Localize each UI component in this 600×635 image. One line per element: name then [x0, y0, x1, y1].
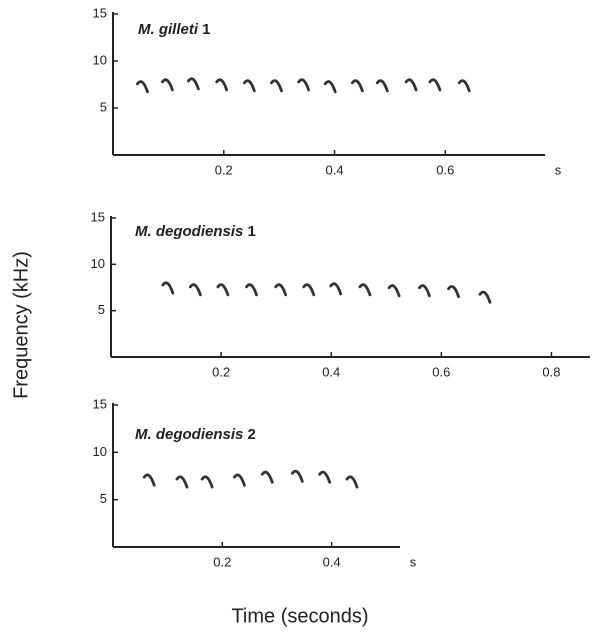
syllable [329, 282, 343, 296]
x-tick-label: 0.4 [322, 364, 340, 379]
y-tick-label: 10 [93, 52, 107, 67]
syllable [274, 283, 288, 297]
syllable [142, 473, 156, 487]
syllable [215, 78, 229, 92]
syllable [345, 475, 359, 489]
x-tick-label: 0.6 [432, 364, 450, 379]
y-tick-label: 5 [100, 99, 107, 114]
panel-title: M. gilleti 1 [138, 21, 211, 38]
syllable [200, 475, 214, 489]
x-unit-label: s [555, 162, 562, 177]
x-tick-label: 0.6 [436, 162, 454, 177]
species-name: M. degodiensis [135, 426, 243, 443]
recording-number: 1 [202, 21, 210, 38]
syllable [375, 79, 389, 93]
species-name: M. degodiensis [135, 223, 243, 240]
y-tick-label: 5 [98, 302, 105, 317]
recording-number: 2 [248, 426, 256, 443]
syllable [260, 470, 274, 484]
syllable [297, 78, 311, 92]
y-tick-label: 15 [93, 396, 107, 411]
x-tick-label: 0.4 [323, 554, 341, 569]
syllable [404, 78, 418, 92]
x-tick-label: 0.2 [215, 162, 233, 177]
syllable [428, 78, 442, 92]
y-axis-label: Frequency (kHz) [10, 251, 32, 399]
syllable [160, 78, 174, 92]
syllable [245, 283, 258, 297]
syllable [216, 283, 230, 297]
x-tick-label: 0.4 [325, 162, 343, 177]
y-tick-label: 15 [93, 5, 107, 20]
x-tick-label: 0.2 [213, 554, 231, 569]
syllable [242, 79, 256, 93]
syllable [417, 284, 431, 298]
syllable [187, 77, 200, 91]
y-tick-label: 10 [93, 444, 107, 459]
syllable [358, 283, 372, 297]
y-tick-label: 10 [91, 256, 105, 271]
x-unit-label: s [410, 554, 417, 569]
x-axis-label: Time (seconds) [231, 605, 368, 627]
syllable [270, 79, 283, 93]
syllable [478, 290, 492, 304]
syllable [457, 79, 471, 93]
syllable [350, 79, 364, 93]
syllable [175, 475, 189, 489]
syllable [323, 80, 337, 94]
recording-number: 1 [248, 223, 256, 240]
y-tick-label: 15 [91, 209, 105, 224]
syllable [136, 80, 149, 94]
syllable [302, 283, 316, 297]
x-tick-label: 0.2 [212, 364, 230, 379]
panel-title: M. degodiensis 1 [135, 223, 256, 240]
syllable [188, 283, 202, 297]
syllable [447, 285, 460, 299]
syllable [161, 281, 175, 295]
syllable [290, 469, 304, 483]
panel-title: M. degodiensis 2 [135, 426, 256, 443]
y-tick-label: 5 [100, 491, 107, 506]
species-name: M. gilleti [138, 21, 199, 38]
syllable [318, 470, 332, 484]
syllable [387, 284, 401, 298]
syllable [232, 473, 246, 487]
x-tick-label: 0.8 [542, 364, 560, 379]
